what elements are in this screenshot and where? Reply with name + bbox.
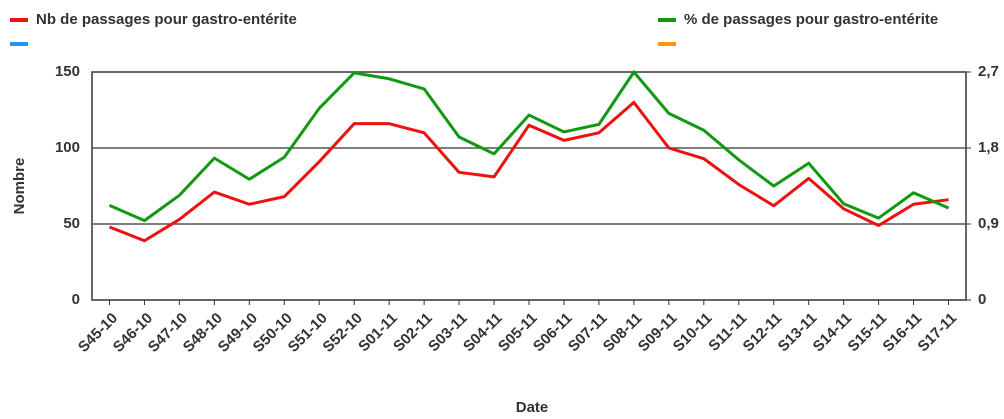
y-tick-label: 100 [55, 139, 80, 156]
y-tick-label: 50 [63, 215, 80, 232]
x-tick-label: S17-11 [915, 310, 961, 356]
y-tick-label: 0 [72, 291, 80, 308]
y2-tick-label: 0 [978, 291, 986, 308]
legend-swatch [658, 42, 676, 46]
y2-tick-label: 0,9 [978, 215, 999, 232]
legend-label: % de passages pour gastro-entérite [684, 11, 938, 28]
y-axis-label: Nombre [11, 158, 28, 215]
y-tick-label: 150 [55, 63, 80, 80]
x-tick-label: S52-10 [320, 310, 366, 356]
x-tick-label: S10-11 [670, 310, 716, 356]
legend-swatch [10, 42, 28, 46]
legend-swatch [658, 18, 676, 22]
y2-tick-label: 2,7 [978, 63, 999, 80]
x-axis-label: Date [516, 399, 549, 416]
series-line [108, 100, 949, 243]
legend-swatch [10, 18, 28, 22]
y2-tick-label: 1,8 [978, 139, 999, 156]
plot-frame [91, 71, 967, 301]
legend-label: Nb de passages pour gastro-entérite [36, 11, 297, 28]
series-line [108, 70, 950, 223]
